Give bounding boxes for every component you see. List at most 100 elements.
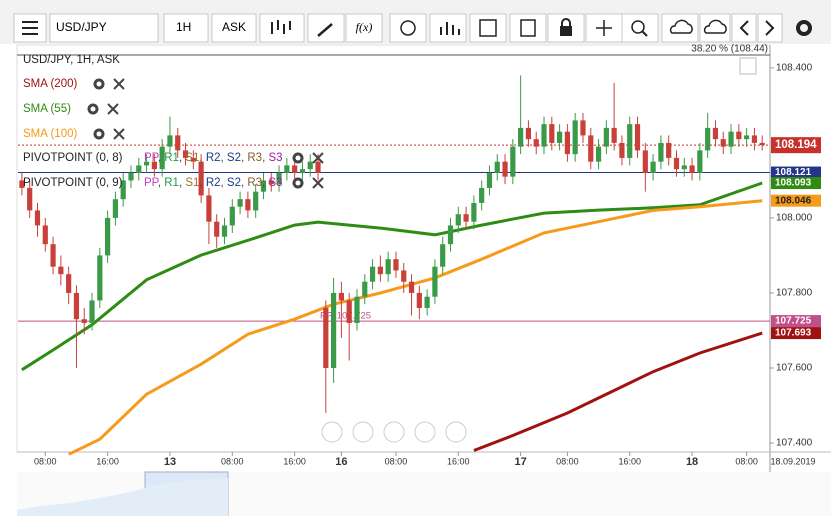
settings-icon[interactable] (87, 103, 99, 115)
draw-button[interactable] (307, 13, 345, 43)
button-frame[interactable] (259, 13, 305, 43)
settings-button[interactable] (796, 20, 812, 36)
report-button[interactable] (509, 13, 547, 43)
price-tag (771, 177, 821, 190)
button-frame[interactable] (621, 13, 659, 43)
remove-icon[interactable] (113, 128, 125, 140)
button-frame[interactable] (345, 13, 383, 43)
x-tick-label: 08:00 (34, 456, 57, 466)
candle-body (268, 180, 274, 185)
candle-body (237, 199, 243, 207)
candle-body (705, 127, 711, 151)
pivot-annotation: PP, 107.725 (320, 311, 371, 322)
candle-body (253, 191, 259, 211)
candle-body (666, 142, 672, 158)
candle-body (751, 135, 758, 143)
icon (561, 18, 571, 26)
icon (641, 30, 648, 37)
candle-body (479, 187, 485, 203)
function-button[interactable]: f(x) (345, 13, 383, 43)
candle-body (673, 157, 680, 170)
separator: , (179, 152, 185, 164)
scroll-right[interactable] (445, 421, 467, 443)
x-tick-label: 16:00 (283, 456, 306, 466)
legend-entry: PIVOTPOINT (0, 8) (23, 152, 123, 164)
icon (440, 22, 460, 35)
reset[interactable] (383, 421, 405, 443)
icon (765, 20, 775, 36)
plot-area: 107.400 107.600 107.800 108.000 108.400 08:00… (18, 63, 821, 468)
candle-body (455, 214, 461, 226)
settings-icon[interactable] (93, 78, 105, 90)
date-label: 18.09.2019 (770, 456, 815, 466)
candle-body (533, 139, 539, 147)
y-tick-label: 107.800 (776, 288, 813, 299)
x-tick-label: 08:00 (735, 456, 758, 466)
candle-body (595, 146, 602, 162)
indicator-button[interactable] (429, 13, 467, 43)
separator: , (221, 177, 227, 189)
navigator-area (17, 478, 228, 516)
candle-body (315, 161, 321, 173)
settings-icon[interactable] (93, 128, 105, 140)
candle-body (221, 225, 228, 237)
crosshair-button[interactable] (585, 13, 623, 43)
sma-line (68, 199, 763, 456)
lock-button[interactable] (547, 13, 585, 43)
y-tick-label: 108.400 (776, 63, 813, 74)
button-frame[interactable] (757, 13, 783, 43)
remove-icon[interactable] (312, 177, 324, 189)
next-button[interactable] (757, 13, 783, 43)
symbol-text: USD/JPY (56, 20, 107, 34)
pivot-level: PP (144, 177, 160, 189)
symbol-select[interactable]: USD/JPY (49, 13, 159, 43)
candle-body (245, 199, 251, 211)
select-frame[interactable] (163, 13, 209, 43)
select-frame[interactable] (211, 13, 257, 43)
button-frame[interactable] (509, 13, 547, 43)
select-frame[interactable] (49, 13, 159, 43)
info-button[interactable] (389, 13, 427, 43)
remove-icon[interactable] (312, 152, 324, 164)
candle-body (681, 165, 687, 170)
calendar-button[interactable] (469, 13, 507, 43)
candle-body (206, 195, 212, 222)
candle-body (143, 161, 150, 166)
pivot-level: R1 (164, 152, 179, 164)
icon[interactable] (796, 20, 812, 36)
prev-button[interactable] (731, 13, 757, 43)
icon (560, 26, 572, 36)
price-tag-label: 108.046 (775, 195, 812, 206)
candle-body (307, 161, 313, 170)
button-frame[interactable] (731, 13, 757, 43)
scroll-left[interactable] (321, 421, 343, 443)
icon (520, 19, 536, 37)
zoom-button[interactable] (621, 13, 659, 43)
remove-icon[interactable] (113, 78, 125, 90)
pivot-level: S2 (227, 177, 241, 189)
pricetype-select[interactable]: ASK (211, 13, 257, 43)
button-frame[interactable] (389, 13, 427, 43)
download-button[interactable] (699, 13, 731, 43)
expand-button[interactable] (739, 57, 757, 75)
settings-icon[interactable] (292, 177, 304, 189)
price-tag (771, 327, 821, 340)
upload-button[interactable] (661, 13, 699, 43)
candle-body (73, 292, 80, 320)
zoom-in[interactable] (414, 421, 436, 443)
candle-body (572, 120, 578, 155)
pivot-level: R3 (247, 152, 262, 164)
zoom-out[interactable] (352, 421, 374, 443)
candle-body (159, 146, 165, 170)
separator: , (262, 177, 268, 189)
pivot-level: R3 (247, 177, 262, 189)
candle-body (447, 225, 454, 245)
chart-type-button[interactable] (259, 13, 305, 43)
nav-buttons (321, 421, 467, 443)
timeframe-select[interactable]: 1H (163, 13, 209, 43)
menu-button[interactable] (13, 13, 47, 43)
remove-icon[interactable] (107, 103, 119, 115)
button-frame[interactable] (469, 13, 507, 43)
candle-body (97, 255, 103, 301)
settings-icon[interactable] (292, 152, 304, 164)
